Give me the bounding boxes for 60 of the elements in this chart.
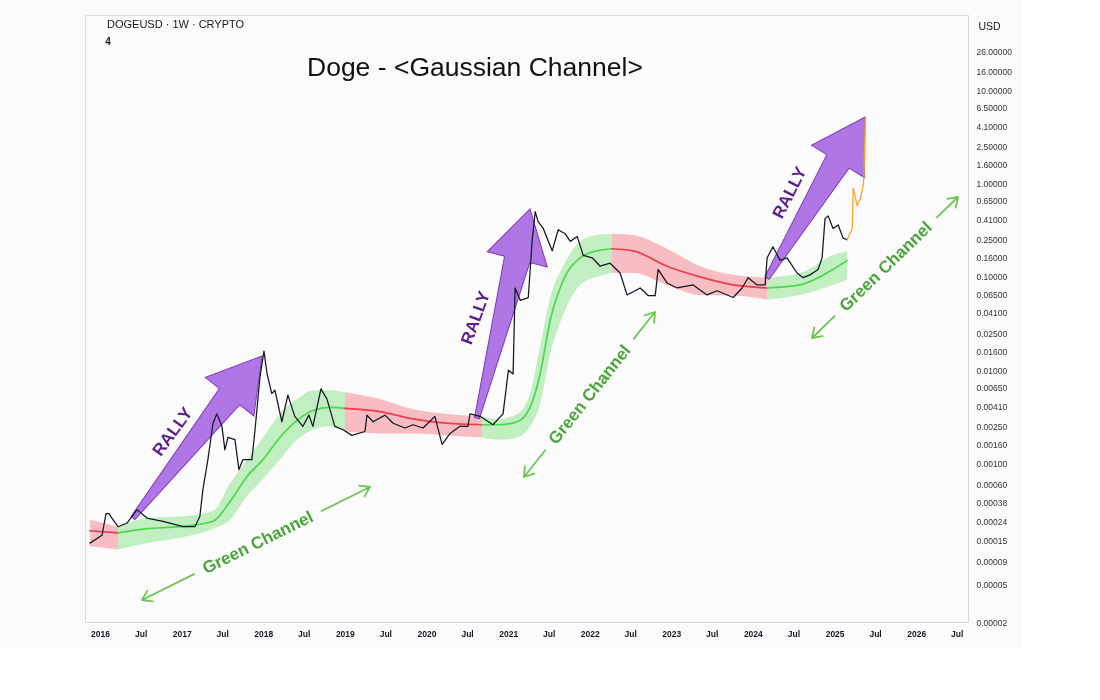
x-tick-label: 2021 [499, 628, 519, 639]
y-tick-label: 0.00160 [976, 439, 1008, 450]
line-series [344, 407, 483, 426]
y-tick-label: 0.00650 [976, 383, 1008, 394]
x-tick-label: 2024 [743, 628, 764, 639]
x-tick-label: 2016 [91, 628, 111, 639]
x-tick-label: 2018 [254, 628, 274, 639]
x-tick-label: 2022 [580, 628, 600, 639]
y-tick-label: 0.00024 [976, 516, 1008, 527]
x-tick-label: Jul [216, 628, 229, 639]
y-tick-label: 0.01600 [976, 346, 1008, 357]
y-tick-label: 26.00000 [976, 47, 1013, 57]
y-tick-label: 0.25000 [976, 235, 1008, 246]
annotation: RALLY [457, 288, 495, 347]
x-tick-label: Jul [461, 628, 474, 639]
annotation: DOGEUSD · 1W · CRYPTO [107, 17, 245, 30]
y-tick-label: 0.00009 [976, 556, 1008, 567]
x-tick-label: Jul [624, 628, 637, 639]
y-tick-label: 0.10000 [976, 272, 1008, 283]
y-tick-label: 0.16000 [976, 253, 1008, 264]
x-tick-label: Jul [787, 628, 801, 639]
y-tick-label: 6.50000 [976, 103, 1008, 114]
y-tick-label: 2.50000 [976, 141, 1008, 152]
x-tick-label: Jul [706, 628, 719, 639]
x-tick-label: 2025 [825, 628, 845, 639]
y-tick-label: 10.00000 [976, 85, 1013, 96]
y-tick-label: 4.10000 [976, 121, 1008, 132]
y-tick-label: 0.65000 [976, 196, 1008, 207]
y-tick-label: 0.00002 [976, 617, 1008, 628]
y-tick-label: 0.00410 [976, 401, 1008, 412]
x-tick-label: Jul [298, 628, 311, 639]
text: Doge - <Gaussian Channel> [307, 52, 643, 82]
y-tick-label: 0.04100 [976, 308, 1008, 319]
line-series [846, 116, 866, 241]
x-tick-label: 2020 [417, 628, 437, 639]
x-tick-label: 2017 [172, 628, 192, 639]
y-tick-label: 16.00000 [976, 66, 1013, 77]
x-tick-label: Jul [134, 628, 148, 639]
x-tick-label: Jul [379, 628, 392, 639]
y-tick-label: 0.00100 [976, 458, 1008, 469]
x-tick-label: Jul [950, 628, 964, 639]
y-tick-label: 0.02500 [976, 328, 1008, 339]
x-tick-label: 2026 [907, 628, 927, 639]
x-tick-label: Jul [542, 628, 556, 639]
y-tick-label: 0.41000 [976, 215, 1008, 226]
x-tick-label: Jul [869, 628, 882, 639]
y-tick-label: 1.60000 [976, 159, 1008, 170]
y-tick-label: 0.06500 [976, 289, 1008, 300]
y-tick-label: 0.01000 [976, 365, 1008, 376]
x-tick-label: 2019 [335, 628, 356, 639]
y-tick-label: 0.00250 [976, 421, 1008, 432]
y-tick-label: 0.00015 [976, 535, 1008, 546]
x-tick-label: 2023 [662, 628, 682, 639]
y-tick-label: 0.00038 [976, 498, 1008, 509]
y-tick-label: 0.00005 [976, 580, 1008, 591]
line-series [611, 247, 768, 289]
y-axis-title: USD [978, 19, 1002, 32]
y-tick-label: 0.00060 [976, 479, 1008, 490]
y-tick-label: 1.00000 [976, 179, 1008, 190]
annotation: 4 [105, 36, 112, 47]
